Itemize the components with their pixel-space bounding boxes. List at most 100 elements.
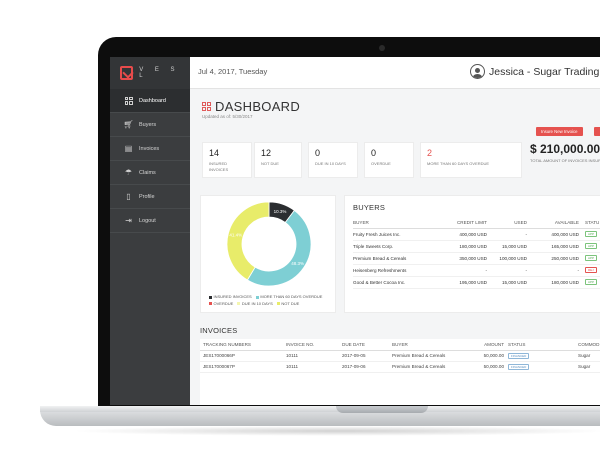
sidebar-item-claims[interactable]: ☂ Claims xyxy=(110,161,190,185)
column-header[interactable]: STATU xyxy=(585,218,600,229)
cart-icon: 🛒︎ xyxy=(123,119,134,129)
profile-icon: ▯ xyxy=(126,191,131,201)
stat-total-amount: $ 210,000.00 TOTAL AMOUNT OF INVOICES IN… xyxy=(530,142,600,163)
stat-overdue: 0 OVERDUE xyxy=(364,142,414,178)
table-row[interactable]: Fruity Fresh Juices Inc. 400,000 USD - 4… xyxy=(353,228,600,241)
sidebar-item-buyers[interactable]: 🛒︎ Buyers xyxy=(110,113,190,137)
top-bar: V E S L Jul 4, 2017, Tuesday Jessica - S… xyxy=(110,57,600,89)
app-logo[interactable]: V E S L xyxy=(110,57,190,89)
status-badge: FINANCED xyxy=(508,352,530,359)
legend-item: INSURED INVOICES xyxy=(209,294,252,300)
credit-limit: 180,000 USD xyxy=(445,240,493,253)
buyer-name: Triple Sweets Corp. xyxy=(353,240,445,253)
stat-label: INSURED INVOICES xyxy=(209,161,229,172)
commodity: Sugar xyxy=(578,361,600,373)
logo-icon xyxy=(120,66,134,80)
column-header[interactable]: AVAILABLE xyxy=(533,218,585,229)
user-avatar-icon xyxy=(470,64,485,79)
sidebar-item-label: Dashboard xyxy=(139,97,166,104)
buyers-card: BUYERS BUYER CREDIT LIMIT USED AVAILABLE… xyxy=(344,195,600,313)
chart-legend: INSURED INVOICES MORE THAN 60 DAYS OVERD… xyxy=(209,294,333,307)
column-header[interactable]: CREDIT LIMIT xyxy=(445,218,493,229)
table-row[interactable]: Heisenberg Refreshments - - - REJ xyxy=(353,264,600,277)
secondary-action-button[interactable] xyxy=(594,127,600,136)
invoice-icon: ▤ xyxy=(124,143,133,153)
column-header[interactable]: USED xyxy=(493,218,533,229)
logo-text: V E S L xyxy=(139,67,180,79)
sidebar-item-label: Buyers xyxy=(139,121,157,128)
pie-slice[interactable] xyxy=(246,209,312,287)
status-badge: APP xyxy=(585,243,598,249)
legend-item: NOT DUE xyxy=(276,301,299,307)
umbrella-icon: ☂ xyxy=(124,167,133,177)
buyer-name: Heisenberg Refreshments xyxy=(353,264,445,277)
main-content: DASHBOARD Updated as of: 5/30/2017 Insur… xyxy=(190,89,600,405)
legend-swatch xyxy=(255,295,259,299)
invoices-card: TRACKING NUMBERS INVOICE NO. DUE DATE BU… xyxy=(200,339,600,405)
column-header[interactable]: BUYER xyxy=(353,218,445,229)
legend-swatch xyxy=(276,302,280,305)
laptop-base xyxy=(40,410,600,426)
legend-swatch xyxy=(237,302,241,305)
invoice-buyer: Premium Bread & Cereals xyxy=(392,350,474,362)
available-amount: 250,000 USD xyxy=(533,252,585,265)
legend-item: MORE THAN 60 DAYS OVERDUE xyxy=(255,294,322,300)
used-amount: 100,000 USD xyxy=(493,252,533,265)
updated-timestamp: Updated as of: 5/30/2017 xyxy=(202,114,253,119)
laptop-notch xyxy=(336,406,428,413)
column-header[interactable]: BUYER xyxy=(392,339,474,351)
invoice-amount: 50,000.00 xyxy=(474,361,508,373)
stat-value: 14 xyxy=(209,148,220,158)
tracking-number: JES17000067P xyxy=(200,361,286,373)
stat-insured-invoices: 14 INSURED INVOICES xyxy=(202,142,252,178)
user-menu[interactable]: Jessica - Sugar Trading xyxy=(470,64,599,79)
logout-icon: ⇥ xyxy=(125,215,132,225)
buyer-name: Fruity Fresh Juices Inc. xyxy=(353,228,445,241)
sidebar-item-dashboard[interactable]: Dashboard xyxy=(110,89,190,113)
legend-item: OVERDUE xyxy=(209,301,233,307)
page-title: DASHBOARD xyxy=(202,99,300,114)
column-header[interactable]: AMOUNT xyxy=(474,339,508,351)
table-row[interactable]: Triple Sweets Corp. 180,000 USD 15,000 U… xyxy=(353,240,600,253)
stat-due-in-10-days: 0 DUE IN 10 DAYS xyxy=(308,142,358,178)
column-header[interactable]: STATUS xyxy=(508,339,578,351)
sidebar-item-label: Claims xyxy=(139,169,156,176)
used-amount: - xyxy=(493,264,533,277)
invoice-buyer: Premium Bread & Cereals xyxy=(392,361,474,373)
sidebar-item-label: Logout xyxy=(139,217,156,224)
sidebar-item-logout[interactable]: ⇥ Logout xyxy=(110,209,190,233)
sidebar-item-profile[interactable]: ▯ Profile xyxy=(110,185,190,209)
buyers-table: BUYER CREDIT LIMIT USED AVAILABLE STATU … xyxy=(353,218,600,289)
status-badge: FINANCED xyxy=(508,363,530,370)
used-amount: 15,000 USD xyxy=(493,240,533,253)
sidebar-item-label: Profile xyxy=(139,193,155,200)
credit-limit: - xyxy=(445,264,493,277)
table-row[interactable]: Premium Bread & Cereals 350,000 USD 100,… xyxy=(353,252,600,265)
column-header[interactable]: TRACKING NUMBERS xyxy=(200,339,286,351)
column-header[interactable]: INVOICE NO. xyxy=(286,339,342,351)
laptop-base-lip xyxy=(40,406,600,412)
pie-slice[interactable] xyxy=(226,201,270,281)
column-header[interactable]: DUE DATE xyxy=(342,339,392,351)
buyers-header-row: BUYER CREDIT LIMIT USED AVAILABLE STATU xyxy=(353,218,600,229)
insure-new-invoice-button[interactable]: Insure New Invoice xyxy=(536,127,583,136)
sidebar-item-invoices[interactable]: ▤ Invoices xyxy=(110,137,190,161)
invoices-title: INVOICES xyxy=(200,326,238,335)
credit-limit: 195,000 USD xyxy=(445,276,493,289)
table-row[interactable]: JES17000067P 10111 2017-09-06 Premium Br… xyxy=(200,361,600,373)
buyer-name: Good & Better Cocoa Inc. xyxy=(353,276,445,289)
table-row[interactable]: JES17000066P 10111 2017-09-05 Premium Br… xyxy=(200,350,600,362)
credit-limit: 350,000 USD xyxy=(445,252,493,265)
available-amount: 165,000 USD xyxy=(533,240,585,253)
invoices-table: TRACKING NUMBERS INVOICE NO. DUE DATE BU… xyxy=(200,339,600,373)
grid-icon xyxy=(124,96,133,105)
stat-not-due: 12 NOT DUE xyxy=(254,142,302,178)
invoice-status-chart-card: 10.3% 48.3% 41.4% INSURED INVOICES MORE TH… xyxy=(200,195,336,313)
table-row[interactable]: Good & Better Cocoa Inc. 195,000 USD 15,… xyxy=(353,276,600,289)
dashboard-grid-icon xyxy=(202,102,211,111)
legend-swatch xyxy=(209,295,212,299)
invoice-number: 10111 xyxy=(286,350,342,362)
column-header[interactable]: COMMOD xyxy=(578,339,600,351)
stat-label: NOT DUE xyxy=(261,161,279,166)
credit-limit: 400,000 USD xyxy=(445,228,493,241)
